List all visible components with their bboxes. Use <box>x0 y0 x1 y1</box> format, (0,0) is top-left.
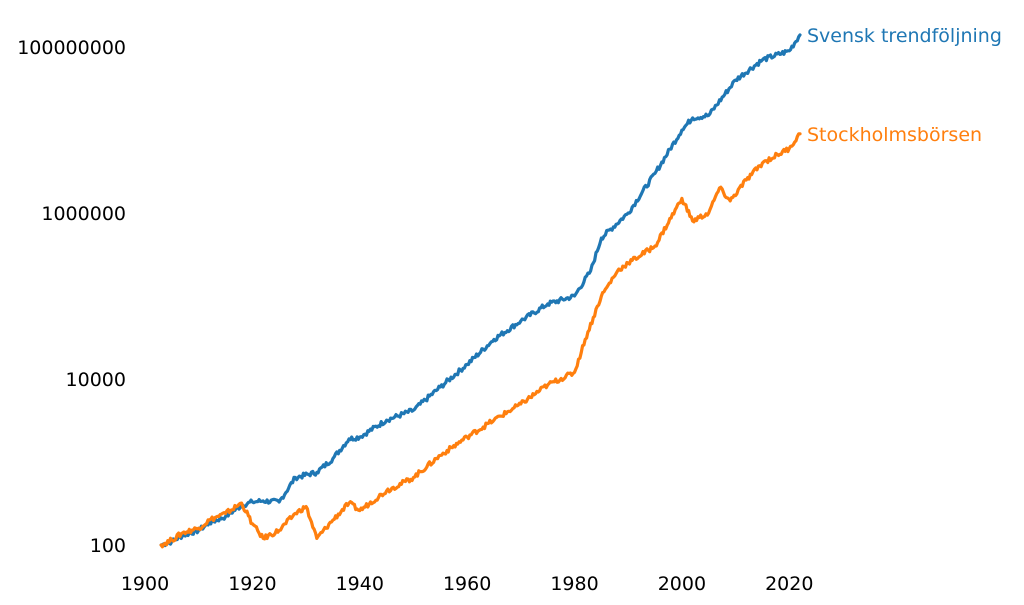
y-tick-label: 100 <box>90 535 126 557</box>
x-tick-label: 1900 <box>121 573 169 595</box>
x-tick-label: 2020 <box>765 573 813 595</box>
x-tick-label: 1940 <box>336 573 384 595</box>
x-axis: 1900 1920 1940 1960 1980 2000 2020 <box>121 573 814 595</box>
series-labels: Svensk trendföljning Stockholmsbörsen <box>807 25 1002 146</box>
y-tick-label: 100000000 <box>17 37 126 59</box>
x-tick-label: 1980 <box>550 573 598 595</box>
y-axis: 100 10000 1000000 100000000 <box>17 37 126 557</box>
x-tick-label: 1960 <box>443 573 491 595</box>
plot-lines <box>159 33 802 549</box>
x-tick-label: 2000 <box>658 573 706 595</box>
y-tick-label: 10000 <box>66 369 126 391</box>
series-label: Svensk trendföljning <box>807 25 1002 47</box>
series-line <box>159 132 802 549</box>
y-tick-label: 1000000 <box>41 203 126 225</box>
x-tick-label: 1920 <box>228 573 276 595</box>
series-label: Stockholmsbörsen <box>807 124 982 146</box>
series-line <box>159 33 802 548</box>
